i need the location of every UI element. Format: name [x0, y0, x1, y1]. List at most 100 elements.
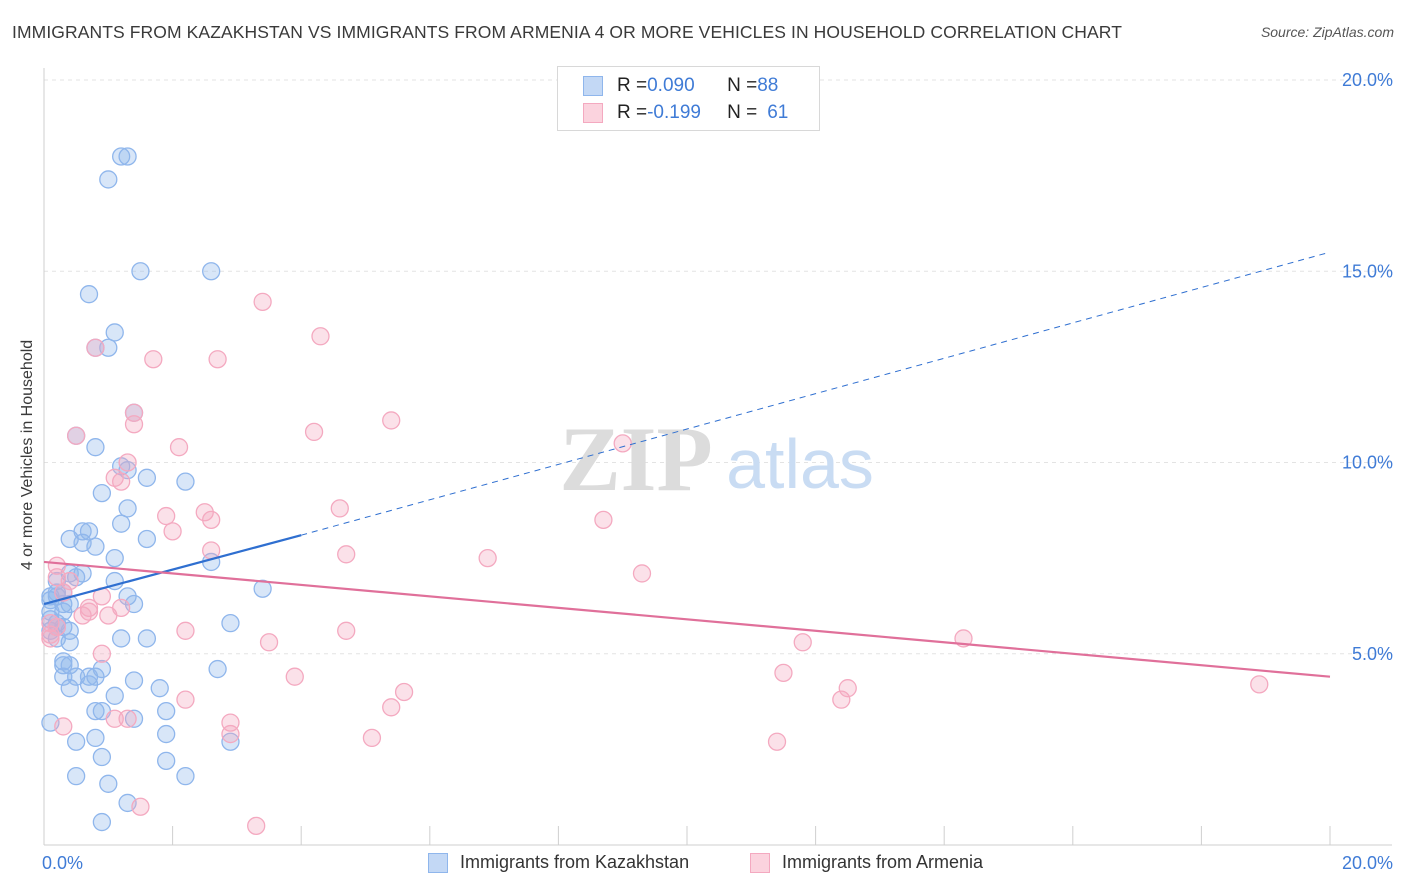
- kazakhstan-point: [67, 767, 86, 786]
- kazakhstan-point: [60, 656, 79, 675]
- kazakhstan-point: [105, 686, 124, 705]
- armenia-point: [838, 679, 857, 698]
- legend-label: Immigrants from Armenia: [782, 852, 984, 872]
- kazakhstan-point: [99, 338, 118, 357]
- armenia-point: [176, 690, 195, 709]
- armenia-point: [86, 338, 105, 357]
- kazakhstan-point: [92, 812, 112, 832]
- series-legend: Immigrants from Kazakhstan Immigrants fr…: [0, 852, 1406, 878]
- kazakhstan-point: [79, 667, 99, 686]
- armenia-point: [221, 724, 240, 744]
- kazakhstan-point: [60, 679, 79, 698]
- armenia-point: [774, 663, 793, 683]
- armenia-point: [311, 327, 330, 346]
- kazakhstan-point: [221, 732, 240, 751]
- chart-source: Source: ZipAtlas.com: [1260, 24, 1394, 40]
- armenia-point: [382, 698, 401, 717]
- armenia-point: [67, 426, 86, 445]
- axes: [43, 68, 1392, 846]
- kazakhstan-point: [157, 751, 176, 770]
- kazakhstan-point: [54, 667, 73, 686]
- watermark-zip: ZIP: [559, 408, 712, 510]
- armenia-point: [118, 709, 137, 728]
- kazakhstan-point: [124, 671, 144, 690]
- data-points: [41, 147, 1269, 836]
- armenia-trend-line: [43, 560, 1331, 678]
- armenia-point: [124, 415, 144, 434]
- kazakhstan-point: [137, 529, 157, 549]
- watermark: ZIP atlas: [559, 408, 874, 510]
- armenia-point: [632, 564, 652, 583]
- y-tick-label: 10.0%: [1342, 453, 1393, 473]
- kazakhstan-point: [118, 147, 137, 166]
- grid-lines: [44, 79, 1392, 655]
- legend-item-armenia: Immigrants from Armenia: [750, 852, 983, 873]
- y-tick-label: 5.0%: [1352, 644, 1393, 664]
- kazakhstan-point: [60, 633, 79, 652]
- kazakhstan-point: [92, 747, 112, 767]
- kazakhstan-trend-extension: [301, 251, 1331, 536]
- x-tick-label: 0.0%: [42, 853, 83, 873]
- kazakhstan-point: [137, 468, 157, 487]
- kazakhstan-point: [99, 170, 118, 189]
- armenia-point: [99, 606, 118, 625]
- armenia-point: [131, 797, 150, 816]
- legend-label: Immigrants from Kazakhstan: [460, 852, 690, 872]
- kazakhstan-point: [150, 679, 169, 698]
- armenia-point: [92, 644, 112, 663]
- legend-item-kazakhstan: Immigrants from Kazakhstan: [428, 852, 689, 873]
- armenia-point: [1250, 675, 1269, 694]
- armenia-point: [176, 621, 195, 640]
- armenia-point: [247, 816, 266, 836]
- armenia-point: [169, 438, 189, 457]
- armenia-point: [144, 350, 163, 369]
- tick-labels: 5.0% 10.0% 15.0% 20.0% 0.0% 20.0%: [42, 70, 1393, 873]
- kazakhstan-point: [79, 285, 99, 304]
- kazakhstan-point: [157, 701, 176, 721]
- y-tick-label: 20.0%: [1342, 70, 1393, 90]
- kazakhstan-point: [86, 438, 105, 457]
- armenia-point: [330, 499, 349, 518]
- kazakhstan-point: [105, 323, 124, 342]
- kazakhstan-swatch: [583, 76, 603, 96]
- armenia-point: [202, 510, 221, 530]
- kazakhstan-point: [124, 709, 144, 728]
- chart-title: IMMIGRANTS FROM KAZAKHSTAN VS IMMIGRANTS…: [12, 22, 1123, 42]
- armenia-point: [202, 541, 221, 560]
- r-label: R =: [617, 75, 648, 96]
- armenia-point: [767, 732, 787, 751]
- kazakhstan-point: [176, 472, 195, 491]
- kazakhstan-point: [79, 522, 99, 541]
- armenia-point: [118, 453, 137, 472]
- kazakhstan-point: [105, 548, 124, 568]
- kazakhstan-point: [208, 659, 227, 679]
- kazakhstan-point: [112, 147, 131, 166]
- stats-row-armenia: R = -0.199 N = 61: [583, 102, 788, 124]
- armenia-point: [337, 621, 356, 640]
- trend-lines: [43, 251, 1331, 678]
- armenia-point: [594, 510, 613, 530]
- armenia-point: [304, 422, 324, 442]
- stats-legend: R = 0.090 N = 88 R = -0.199 N = 61: [557, 66, 820, 131]
- n-label: N =: [727, 75, 758, 96]
- armenia-point: [208, 350, 227, 369]
- armenia-point: [41, 629, 60, 648]
- kazakhstan-point: [131, 262, 150, 281]
- kazakhstan-point: [86, 728, 105, 748]
- armenia-point: [112, 472, 131, 491]
- kazakhstan-point: [79, 675, 99, 694]
- armenia-point: [337, 545, 356, 564]
- stats-row-kazakhstan: R = 0.090 N = 88: [583, 75, 778, 97]
- kazakhstan-point: [253, 579, 272, 598]
- kazakhstan-point: [86, 701, 105, 721]
- watermark-atlas: atlas: [726, 425, 874, 503]
- kazakhstan-point: [99, 774, 118, 793]
- kazakhstan-point: [118, 499, 137, 518]
- armenia-point: [394, 682, 414, 702]
- kazakhstan-trend-line: [43, 534, 302, 606]
- kazakhstan-point: [202, 262, 221, 281]
- kazakhstan-point: [112, 514, 131, 533]
- kazakhstan-point: [157, 724, 176, 744]
- n-value: 61: [767, 102, 789, 123]
